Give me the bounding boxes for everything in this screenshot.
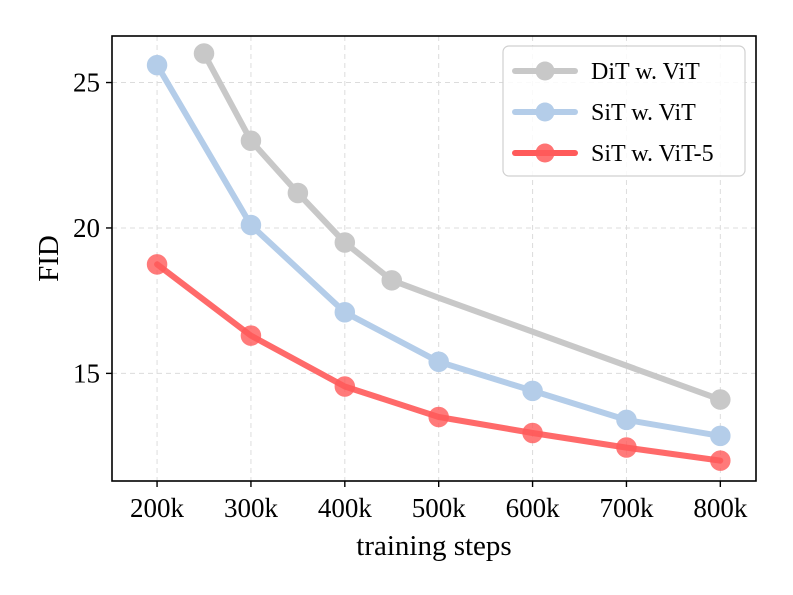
x-tick-label: 800k: [693, 493, 748, 523]
data-point: [522, 422, 543, 444]
legend-item: SiT w. ViT-5: [512, 141, 714, 167]
legend-item: SiT w. ViT: [512, 100, 696, 126]
x-tick-label: 400k: [318, 493, 373, 523]
legend-marker: [535, 102, 555, 122]
legend-label: DiT w. ViT: [591, 59, 700, 85]
ticks-layer: 200k 300k 400k 500k 600k 700k 800k 15 20 25: [73, 68, 748, 523]
data-point: [522, 380, 543, 402]
data-point: [146, 54, 168, 76]
data-point: [240, 325, 262, 346]
x-axis-label: training steps: [356, 530, 511, 562]
data-point: [710, 425, 731, 447]
series-sit-w-vit-5: [146, 254, 731, 471]
data-point: [334, 376, 356, 397]
x-tick-label: 600k: [506, 493, 561, 523]
series-sit-w-vit: [146, 54, 731, 447]
x-tick-label: 700k: [599, 493, 654, 523]
data-point: [616, 437, 637, 458]
y-tick-label: 25: [73, 68, 100, 98]
y-axis-label: FID: [33, 235, 65, 282]
data-point: [240, 130, 262, 151]
legend-label: SiT w. ViT: [591, 100, 696, 126]
data-point: [616, 409, 637, 431]
series-dit-w-vit: [193, 43, 731, 410]
data-point: [428, 406, 449, 428]
legend-box: [502, 45, 746, 177]
data-point: [287, 182, 309, 204]
legend-item: DiT w. ViT: [512, 59, 700, 85]
data-point: [710, 450, 731, 471]
series-layer: [146, 43, 731, 471]
x-tick-label: 200k: [130, 493, 185, 523]
data-point: [381, 270, 403, 291]
x-tick-label: 300k: [224, 493, 279, 523]
data-point: [428, 351, 449, 373]
legend-marker: [535, 143, 555, 163]
legend-marker: [535, 61, 555, 81]
data-point: [334, 302, 356, 323]
data-point: [146, 254, 168, 275]
data-point: [240, 214, 262, 236]
data-point: [193, 43, 215, 64]
data-point: [710, 389, 731, 410]
legend: DiT w. ViT SiT w. ViT SiT w. ViT-5: [502, 45, 746, 177]
legend-label: SiT w. ViT-5: [591, 141, 714, 167]
y-tick-label: 20: [73, 213, 100, 243]
data-point: [334, 232, 356, 253]
x-tick-label: 500k: [412, 493, 467, 523]
y-tick-label: 15: [73, 358, 100, 388]
plot-frame: [111, 35, 757, 482]
